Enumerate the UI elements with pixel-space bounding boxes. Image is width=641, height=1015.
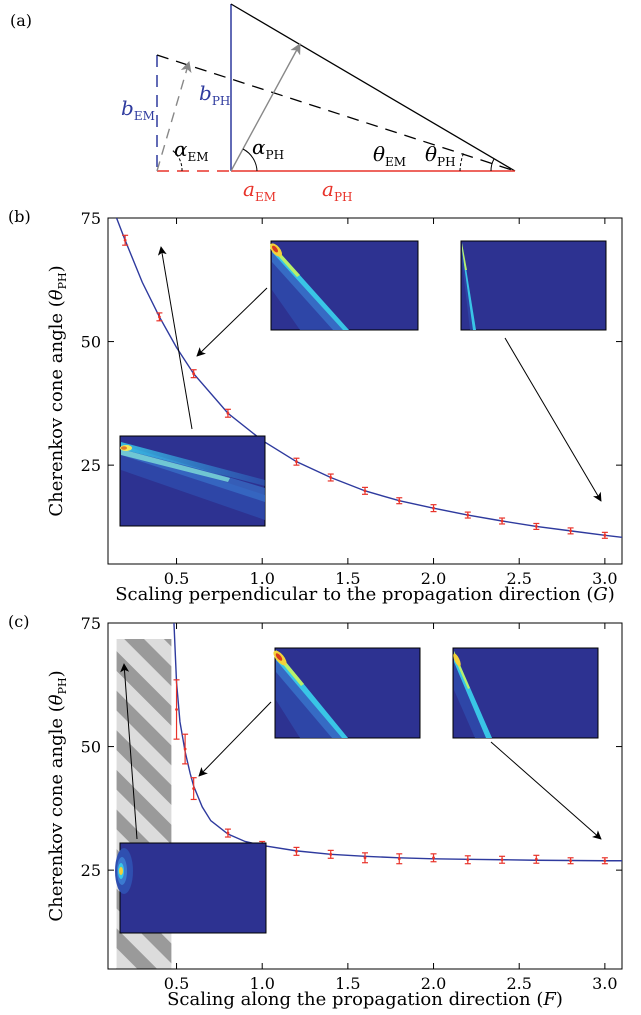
- alpha-ph-arc: [242, 148, 258, 172]
- arrow-inset-large: [504, 337, 602, 502]
- arrow-inset-large: [490, 741, 602, 840]
- data-point: [464, 855, 471, 865]
- a-ph-label: aPH: [322, 177, 352, 204]
- data-point: [499, 517, 506, 525]
- arrow-inset-medium: [198, 701, 272, 777]
- x-tick-label: 2.5: [506, 974, 531, 993]
- data-points: [173, 679, 608, 865]
- y-tick-label: 25: [81, 861, 101, 880]
- y-tick-label: 75: [81, 209, 101, 228]
- inset-large-g: [460, 240, 607, 331]
- data-point: [601, 531, 608, 539]
- x-tick-label: 1.5: [335, 974, 360, 993]
- theta-em-label: θEM: [373, 142, 406, 169]
- data-point: [362, 486, 368, 495]
- data-point: [182, 733, 189, 765]
- alpha-em-label: αEM: [174, 137, 209, 164]
- theta-ph-arc: [490, 158, 495, 172]
- em-hypotenuse: [156, 54, 516, 172]
- y-axis-label: Cherenkov cone angle (θPH): [46, 265, 69, 516]
- b-em-label: bEM: [121, 96, 155, 123]
- y-tick-label: 50: [81, 738, 101, 757]
- data-point: [327, 849, 334, 859]
- x-tick-label: 3.0: [592, 569, 617, 588]
- x-tick-label: 2.0: [421, 974, 446, 993]
- em-direction-arrow: [156, 60, 192, 172]
- inset-medium-f: [273, 647, 421, 739]
- x-tick-label: 2.0: [421, 569, 446, 588]
- data-point: [190, 369, 197, 379]
- alpha-em-arc: [171, 149, 183, 172]
- x-tick-label: 1.5: [335, 569, 360, 588]
- data-point: [396, 497, 403, 505]
- fit-curve: [173, 623, 622, 862]
- data-point: [293, 457, 300, 466]
- data-point: [327, 473, 334, 482]
- arrow-inset-small: [120, 663, 138, 840]
- x-tick-label: 1.0: [249, 974, 274, 993]
- inset-small-g: [119, 435, 266, 527]
- ph-hypotenuse: [230, 3, 516, 172]
- panel-c-label: (c): [8, 612, 29, 631]
- data-point: [224, 408, 231, 418]
- data-point: [601, 857, 608, 865]
- x-tick-label: 2.5: [506, 569, 531, 588]
- data-point: [156, 312, 163, 322]
- inset-large-f: [452, 647, 599, 739]
- a-em-label: aEM: [243, 177, 276, 204]
- panel-c-chart: (c) 0.5 1.0 1.5 2.0 2.5 3.0 25 50 75: [8, 612, 623, 1010]
- theta-ph-label: θPH: [425, 142, 456, 169]
- y-tick-label: 25: [81, 456, 101, 475]
- data-point: [224, 828, 231, 838]
- x-axis-ticks: 0.5 1.0 1.5 2.0 2.5 3.0: [164, 218, 618, 588]
- x-tick-label: 1.0: [249, 569, 274, 588]
- x-axis-label: Scaling along the propagation direction …: [167, 989, 563, 1010]
- data-point: [567, 857, 574, 865]
- x-tick-label: 0.5: [164, 974, 189, 993]
- data-point: [293, 846, 300, 856]
- data-point: [533, 522, 540, 531]
- data-point: [499, 855, 506, 864]
- y-tick-label: 75: [81, 614, 101, 633]
- data-point: [464, 511, 471, 519]
- plot-frame: [107, 622, 623, 970]
- ph-direction-arrow: [230, 43, 301, 172]
- inset-medium-g: [270, 240, 419, 331]
- arrow-inset-medium: [196, 287, 268, 357]
- data-points: [122, 234, 608, 539]
- panel-b-label: (b): [8, 207, 31, 226]
- data-point: [396, 853, 403, 865]
- y-axis-ticks: 25 50 75: [81, 614, 622, 880]
- alpha-ph-label: αPH: [252, 135, 284, 162]
- b-ph-label: bPH: [199, 81, 230, 108]
- x-tick-label: 3.0: [592, 974, 617, 993]
- data-point: [173, 679, 180, 740]
- x-axis-label: Scaling perpendicular to the propagation…: [115, 584, 615, 605]
- theta-em-arc: [459, 151, 465, 172]
- y-tick-label: 50: [81, 333, 101, 352]
- data-point: [190, 777, 197, 801]
- arrow-inset-small: [157, 246, 193, 430]
- x-tick-label: 0.5: [164, 569, 189, 588]
- data-point: [362, 852, 368, 864]
- inset-small-f: [115, 842, 267, 934]
- data-point: [430, 853, 437, 863]
- y-axis-label: Cherenkov cone angle (θPH): [46, 670, 69, 921]
- plot-frame: [107, 217, 623, 565]
- y-axis-ticks: 25 50 75: [81, 209, 622, 475]
- panel-b-chart: (b) 0.5 1.0 1.5 2.0 2.5 3.0 25 50 75: [8, 207, 623, 605]
- panel-a-diagram: (a) bEM bPH αEM αPH θEM θPH aEM aPH: [10, 3, 516, 204]
- panel-a-label: (a): [10, 11, 32, 30]
- x-axis-ticks: 0.5 1.0 1.5 2.0 2.5 3.0: [164, 623, 618, 993]
- data-point: [533, 854, 540, 864]
- data-point: [430, 504, 437, 513]
- data-point: [567, 527, 574, 535]
- data-point: [122, 234, 129, 246]
